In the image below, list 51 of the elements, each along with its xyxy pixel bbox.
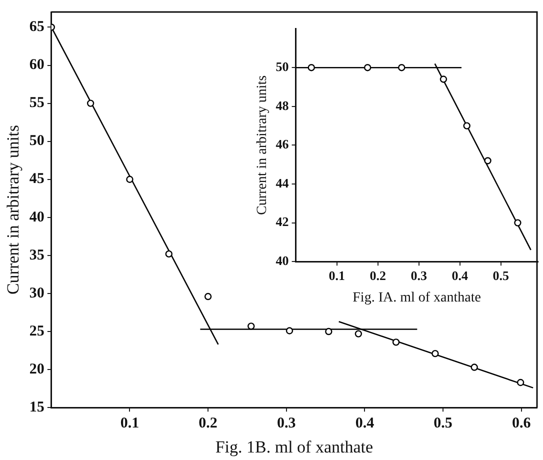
- x-tick-label: 0.4: [452, 268, 468, 283]
- point: [398, 64, 406, 72]
- point: [432, 350, 439, 358]
- point: [364, 64, 372, 72]
- x-tick-label: 0.5: [434, 415, 452, 432]
- point: [86, 100, 94, 107]
- point: [470, 364, 478, 371]
- x-tick-label: 0.4: [355, 415, 375, 432]
- y-tick-label: 44: [276, 175, 290, 190]
- point: [248, 322, 255, 330]
- point: [392, 338, 400, 346]
- point: [308, 64, 315, 72]
- y-axis-title: Current in arbitrary units: [4, 125, 23, 295]
- y-tick-label: 60: [29, 57, 44, 74]
- x-tick-label: 0.3: [410, 268, 428, 283]
- x-tick-label: 0.2: [370, 268, 386, 283]
- point: [516, 378, 524, 386]
- y-tick-label: 46: [276, 136, 290, 152]
- y-tick-label: 42: [276, 214, 289, 230]
- point: [463, 122, 470, 130]
- y-axis-title: Current in arbitrary units: [255, 75, 270, 215]
- point: [484, 157, 492, 164]
- y-tick-label: 45: [29, 171, 44, 188]
- y-tick-label: 50: [276, 58, 289, 74]
- point: [514, 219, 522, 226]
- x-tick-label: 0.6: [512, 415, 532, 432]
- y-tick-label: 15: [29, 399, 44, 416]
- point: [204, 292, 212, 300]
- x-axis-title: Fig. 1B. ml of xanthate: [215, 437, 374, 456]
- y-tick-label: 55: [29, 95, 44, 112]
- y-tick-label: 40: [276, 252, 289, 268]
- x-axis-title: Fig. IA. ml of xanthate: [352, 290, 481, 306]
- y-tick-label: 50: [29, 133, 44, 150]
- point: [286, 327, 294, 334]
- point: [440, 76, 448, 83]
- y-tick-label: 35: [29, 247, 44, 264]
- y-tick-label: 25: [29, 323, 44, 340]
- y-tick-label: 40: [29, 209, 44, 226]
- x-tick-label: 0.1: [328, 268, 345, 283]
- y-tick-label: 48: [276, 98, 290, 113]
- point: [325, 328, 332, 336]
- x-tick-label: 0.3: [276, 415, 296, 432]
- y-tick-label: 20: [29, 361, 44, 378]
- y-tick-label: 65: [29, 19, 44, 36]
- point: [126, 176, 134, 183]
- x-tick-label: 0.5: [492, 268, 510, 283]
- point: [354, 330, 362, 338]
- point: [165, 250, 172, 258]
- y-tick-label: 30: [29, 285, 44, 302]
- x-tick-label: 0.1: [120, 415, 140, 432]
- x-tick-label: 0.2: [198, 415, 218, 432]
